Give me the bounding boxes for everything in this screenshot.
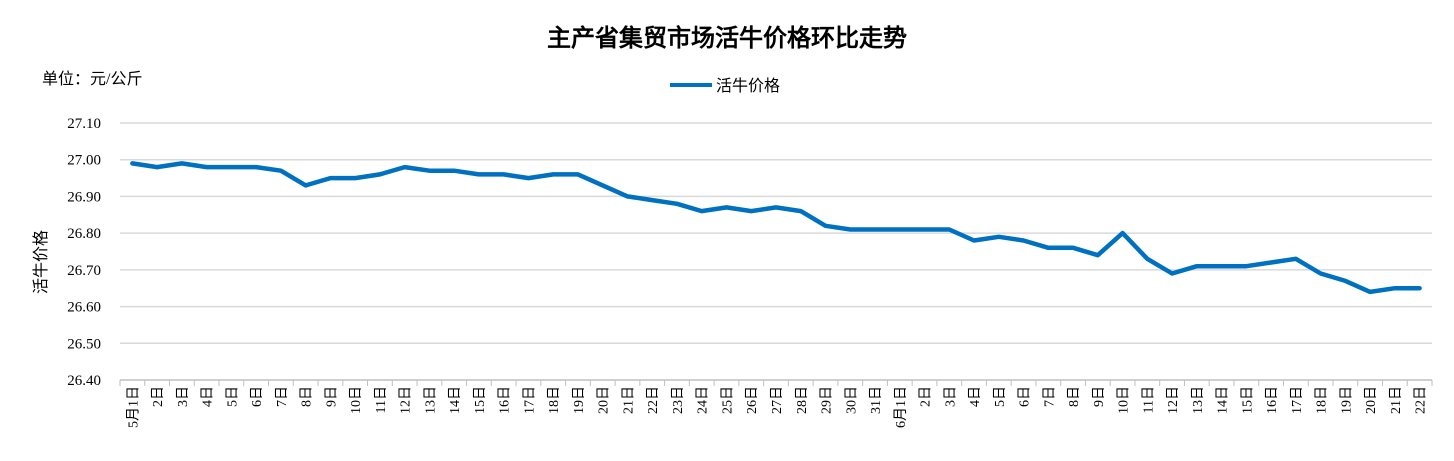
x-tick-label: 6日 (1018, 386, 1033, 407)
y-tick-label: 26.60 (67, 300, 101, 316)
x-tick-label: 30日 (844, 386, 859, 414)
x-tick-label: 25日 (720, 386, 735, 414)
x-tick-label: 22日 (1414, 386, 1429, 414)
x-tick-label: 31日 (869, 386, 884, 414)
x-tick-label: 10日 (349, 386, 364, 414)
x-tick-label: 7日 (1042, 386, 1057, 407)
legend: 活牛价格 (670, 77, 780, 95)
x-tick-label: 17日 (1290, 386, 1305, 414)
x-tick-label: 4日 (968, 386, 983, 407)
x-tick-label: 27日 (770, 386, 785, 414)
x-tick-label: 11日 (1141, 386, 1156, 413)
x-tick-label: 10日 (1117, 386, 1132, 414)
legend-label: 活牛价格 (716, 77, 780, 95)
x-tick-label: 2日 (919, 386, 934, 407)
x-tick-label: 11日 (374, 386, 389, 413)
x-tick-label: 29日 (820, 386, 835, 414)
x-tick-label: 7日 (275, 386, 290, 407)
x-tick-label: 14日 (1216, 386, 1231, 414)
x-tick-label: 6月1日 (893, 386, 909, 428)
x-tick-label: 6日 (250, 386, 265, 407)
x-tick-label: 8日 (300, 386, 315, 407)
chart-title: 主产省集贸市场活牛价格环比走势 (547, 24, 907, 52)
x-tick-label: 13日 (1191, 386, 1206, 414)
x-tick-label: 21日 (621, 386, 636, 414)
x-tick-label: 22日 (646, 386, 661, 414)
x-tick-label: 15日 (1240, 386, 1255, 414)
x-tick-label: 20日 (1364, 386, 1379, 414)
y-axis-label: 活牛价格 (32, 230, 50, 294)
x-tick-label: 26日 (745, 386, 760, 414)
x-tick-label: 5日 (993, 386, 1008, 407)
x-tick-label: 21日 (1389, 386, 1404, 414)
x-tick-label: 5日 (225, 386, 240, 407)
y-tick-label: 26.40 (67, 373, 101, 389)
y-tick-label: 27.10 (67, 116, 101, 132)
x-tick-label: 5月1日 (125, 386, 141, 428)
x-tick-label: 3日 (943, 386, 958, 407)
x-tick-label: 12日 (1166, 386, 1181, 414)
x-tick-label: 20日 (597, 386, 612, 414)
y-tick-label: 26.80 (67, 226, 101, 242)
y-tick-label: 26.50 (67, 336, 101, 352)
x-tick-label: 19日 (572, 386, 587, 414)
x-tick-label: 16日 (498, 386, 513, 414)
x-tick-label: 17日 (522, 386, 537, 414)
x-tick-label: 2日 (151, 386, 166, 407)
x-tick-label: 14日 (448, 386, 463, 414)
x-tick-label: 18日 (547, 386, 562, 414)
unit-label: 单位：元/公斤 (42, 70, 142, 88)
y-tick-label: 26.90 (67, 189, 101, 205)
x-tick-label: 3日 (176, 386, 191, 407)
x-tick-label: 24日 (696, 386, 711, 414)
x-tick-label: 12日 (399, 386, 414, 414)
x-tick-label: 15日 (473, 386, 488, 414)
x-tick-label: 28日 (795, 386, 810, 414)
series-line (130, 161, 1422, 295)
x-tick-label: 19日 (1339, 386, 1354, 414)
x-tick-label: 9日 (1092, 386, 1107, 407)
y-tick-label: 27.00 (67, 153, 101, 169)
x-tick-label: 13日 (423, 386, 438, 414)
x-tick-label: 4日 (201, 386, 216, 407)
y-tick-label: 26.70 (67, 263, 101, 279)
x-tick-label: 8日 (1067, 386, 1082, 407)
x-tick-label: 16日 (1265, 386, 1280, 414)
x-tick-label: 23日 (671, 386, 686, 414)
x-tick-label: 18日 (1315, 386, 1330, 414)
x-tick-label: 9日 (324, 386, 339, 407)
